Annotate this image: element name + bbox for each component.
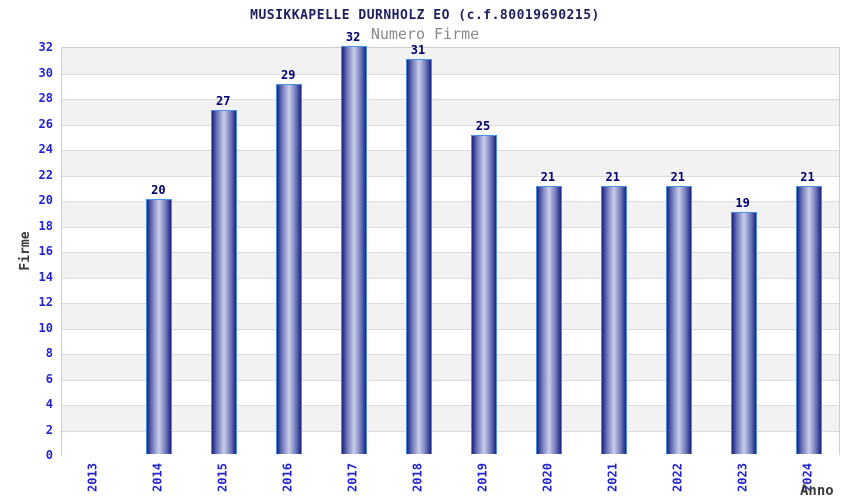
plot-band	[62, 150, 839, 176]
y-tick-label: 26	[38, 116, 53, 131]
y-tick-label: 2	[45, 422, 53, 437]
y-tick-label: 10	[38, 320, 53, 335]
bar-2018	[406, 58, 433, 454]
plot-area	[61, 46, 840, 456]
x-axis-label: Anno	[800, 483, 834, 499]
bar-value-label: 25	[475, 119, 491, 134]
bar-2021	[600, 186, 627, 454]
x-tick-label: 2017	[345, 463, 360, 492]
bar-2024	[795, 186, 822, 454]
y-tick-label: 6	[45, 371, 53, 386]
bar-2016	[276, 84, 303, 454]
x-tick-label: 2022	[670, 463, 685, 492]
bar-2014	[146, 199, 173, 454]
bar-2022	[665, 186, 692, 454]
y-tick-label: 8	[45, 346, 53, 360]
x-tick-label: 2023	[735, 463, 750, 492]
gridline	[62, 379, 839, 381]
y-tick-label: 24	[38, 142, 53, 156]
x-tick-label: 2019	[475, 463, 490, 492]
gridline	[62, 303, 839, 304]
y-tick-label: 22	[38, 167, 53, 182]
y-tick-label: 4	[45, 397, 53, 411]
bar-value-label: 21	[670, 170, 685, 185]
plot-band	[62, 303, 839, 329]
plot-band	[62, 277, 839, 303]
y-axis-label: Firme	[18, 231, 33, 271]
x-tick-label: 2021	[605, 463, 620, 492]
plot-band	[62, 379, 839, 405]
x-tick-label: 2020	[540, 463, 555, 492]
bar-value-label: 21	[800, 170, 815, 185]
plot-band	[62, 226, 839, 252]
plot-band	[62, 201, 839, 227]
x-tick-label: 2013	[85, 463, 100, 492]
x-tick-label: 2018	[410, 463, 425, 492]
gridline	[62, 354, 839, 355]
plot-band	[62, 354, 839, 380]
gridline	[62, 124, 839, 126]
chart-title: MUSIKKAPELLE DURNHOLZ EO (c.f.8001969021…	[250, 8, 600, 23]
bar-value-label: 29	[280, 68, 296, 83]
bar-value-label: 19	[735, 195, 750, 210]
y-tick-label: 28	[38, 91, 53, 105]
gridline	[62, 405, 839, 406]
bar-value-label: 32	[345, 30, 361, 44]
gridline	[62, 150, 839, 151]
plot-band	[62, 405, 839, 431]
bar-2015	[211, 109, 238, 454]
bar-2019	[470, 135, 497, 454]
bar-value-label: 21	[540, 170, 556, 185]
plot-band	[62, 328, 839, 354]
chart-subtitle: Numero Firme	[370, 25, 480, 43]
bar-value-label: 21	[605, 170, 620, 185]
y-tick-label: 30	[38, 65, 53, 80]
gridline	[62, 252, 839, 253]
bar-2023	[730, 211, 757, 454]
bar-value-label: 31	[410, 42, 426, 57]
bar-2020	[535, 186, 562, 454]
plot-band	[62, 48, 839, 74]
gridline	[62, 226, 839, 228]
plot-band	[62, 124, 839, 150]
gridline	[62, 328, 839, 330]
plot-band	[62, 99, 839, 125]
y-tick-label: 16	[38, 244, 53, 258]
plot-band	[62, 430, 839, 456]
y-tick-label: 12	[38, 295, 53, 309]
y-tick-label: 18	[38, 218, 53, 233]
x-tick-label: 2014	[150, 463, 165, 492]
y-tick-label: 32	[38, 40, 53, 54]
x-tick-label: 2016	[280, 463, 295, 492]
y-tick-label: 14	[38, 269, 53, 284]
bar-value-label: 20	[151, 183, 166, 197]
plot-band	[62, 252, 839, 278]
gridline	[62, 201, 839, 202]
gridline	[62, 73, 839, 75]
bar-value-label: 27	[216, 93, 231, 108]
gridline	[62, 277, 839, 279]
y-tick-label: 0	[45, 448, 53, 462]
plot-band	[62, 73, 839, 99]
gridline	[62, 99, 839, 100]
x-tick-label: 2015	[215, 463, 230, 492]
bar-2017	[341, 46, 368, 454]
plot-band	[62, 175, 839, 201]
gridline	[62, 430, 839, 432]
gridline	[62, 175, 839, 177]
y-tick-label: 20	[38, 193, 53, 207]
